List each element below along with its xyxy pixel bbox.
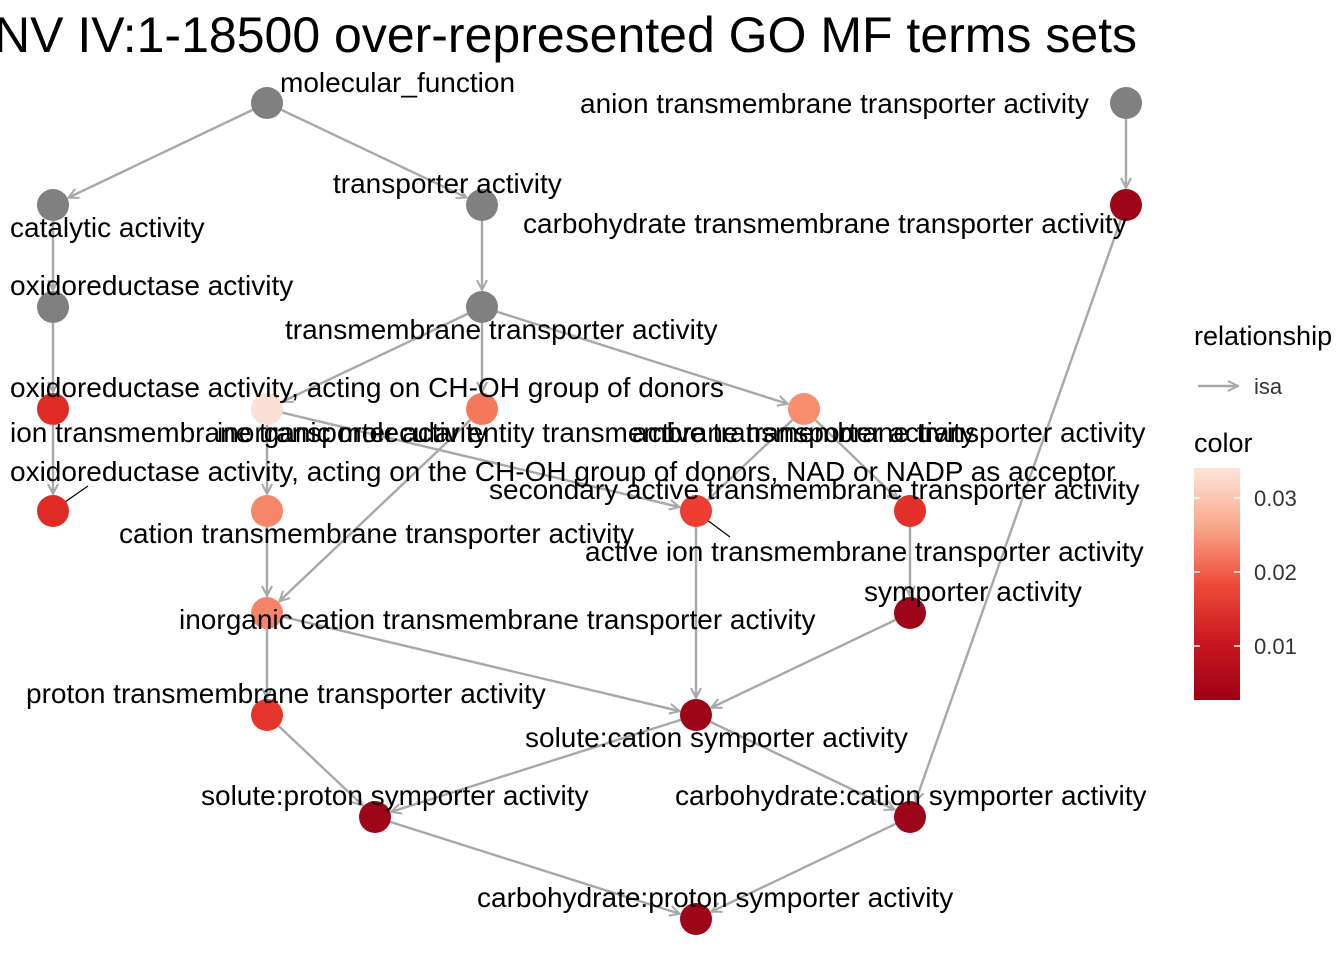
node-proton_tm xyxy=(251,699,283,731)
node-mf xyxy=(251,87,283,119)
edge-solute_proton-carbo_proton xyxy=(389,820,680,914)
edge-carbo_cation-carbo_proton xyxy=(711,822,897,912)
node-label-active_tm: active transmembrane transporter activit… xyxy=(632,417,1146,448)
node-carbo_proton xyxy=(680,903,712,935)
node-oxido_nad xyxy=(37,495,69,527)
node-oxido_choh xyxy=(37,393,69,425)
node-anion xyxy=(1110,87,1142,119)
legend-tick-label: 0.01 xyxy=(1254,634,1297,659)
legend-tick-label: 0.03 xyxy=(1254,486,1297,511)
node-label-proton_tm: proton transmembrane transporter activit… xyxy=(26,678,546,709)
node-label-anion: anion transmembrane transporter activity xyxy=(580,88,1089,119)
node-label-oxido: oxidoreductase activity xyxy=(10,270,293,301)
node-solute_cation xyxy=(680,699,712,731)
node-label-tm_transporter: transmembrane transporter activity xyxy=(285,314,718,345)
edge-tm_transporter-ion_tm xyxy=(282,312,469,402)
node-active_tm xyxy=(788,393,820,425)
edge-ion_tm-active_ion xyxy=(282,411,680,507)
edge-inorg_cation-solute_cation xyxy=(282,615,680,711)
node-cation_tm xyxy=(251,495,283,527)
node-solute_proton xyxy=(359,801,391,833)
node-carbo_cation xyxy=(894,801,926,833)
edge-mf-catalytic xyxy=(68,108,254,198)
node-carbo_tm xyxy=(1110,189,1142,221)
edge-active_tm-secondary_active xyxy=(814,419,898,499)
node-label-mf: molecular_function xyxy=(280,67,515,98)
node-secondary_active xyxy=(894,495,926,527)
node-oxido xyxy=(37,291,69,323)
edge-proton_tm-solute_proton xyxy=(277,725,363,805)
node-label-solute_cation: solute:cation symporter activity xyxy=(525,722,908,753)
node-label-oxido_nad: oxidoreductase activity, acting on the C… xyxy=(10,456,1115,487)
legend-colorbar xyxy=(1194,468,1240,700)
edge-symporter-solute_cation xyxy=(711,618,897,708)
node-label-cation_tm: cation transmembrane transporter activit… xyxy=(119,518,634,549)
legend-isa-label: isa xyxy=(1254,374,1283,399)
node-label-solute_proton: solute:proton symporter activity xyxy=(201,780,589,811)
node-label-carbo_proton: carbohydrate:proton symporter activity xyxy=(477,882,953,913)
edge-tm_transporter-active_tm xyxy=(496,310,788,404)
legend-tick-label: 0.02 xyxy=(1254,560,1297,585)
node-layer xyxy=(37,87,1142,935)
node-label-active_ion: active ion transmembrane transporter act… xyxy=(585,536,1144,567)
node-active_ion xyxy=(680,495,712,527)
legend-color-title: color xyxy=(1194,428,1253,458)
legend-relationship-title: relationship xyxy=(1194,321,1332,351)
node-label-inorg_cation: inorganic cation transmembrane transport… xyxy=(179,604,816,635)
chart-title: NV IV:1-18500 over-represented GO MF ter… xyxy=(0,7,1137,63)
node-label-oxido_choh: oxidoreductase activity, acting on CH-OH… xyxy=(10,372,724,403)
node-label-symporter: symporter activity xyxy=(864,576,1082,607)
edge-layer xyxy=(53,108,1126,914)
edge-solute_cation-carbo_cation xyxy=(709,720,894,810)
node-label-ion_tm: ion transmembrane transporter activity xyxy=(10,417,488,448)
node-transporter xyxy=(466,189,498,221)
edge-active_tm-active_ion xyxy=(708,419,794,499)
edge-mf-transporter xyxy=(280,108,466,198)
edge-solute_cation-solute_proton xyxy=(391,718,682,812)
node-label-inorg_molec: inorganic molecular entity transmembrane… xyxy=(217,417,975,448)
node-label-carbo_tm: carbohydrate transmembrane transporter a… xyxy=(523,208,1127,239)
node-ion_tm xyxy=(251,393,283,425)
node-inorg_cation xyxy=(251,597,283,629)
node-label-catalytic: catalytic activity xyxy=(10,212,205,243)
node-label-secondary_active: secondary active transmembrane transport… xyxy=(489,474,1140,505)
legend: relationship isa color 0.03 0.02 0.01 xyxy=(1194,321,1332,700)
edge-inorg_molec-inorg_cation xyxy=(279,419,472,601)
edge-carbo_tm-carbo_cation xyxy=(916,219,1122,801)
node-label-transporter: transporter activity xyxy=(333,168,562,199)
node-catalytic xyxy=(37,189,69,221)
node-tm_transporter xyxy=(466,291,498,323)
node-symporter xyxy=(894,597,926,629)
node-label-carbo_cation: carbohydrate:cation symporter activity xyxy=(675,780,1147,811)
node-inorg_molec xyxy=(466,393,498,425)
